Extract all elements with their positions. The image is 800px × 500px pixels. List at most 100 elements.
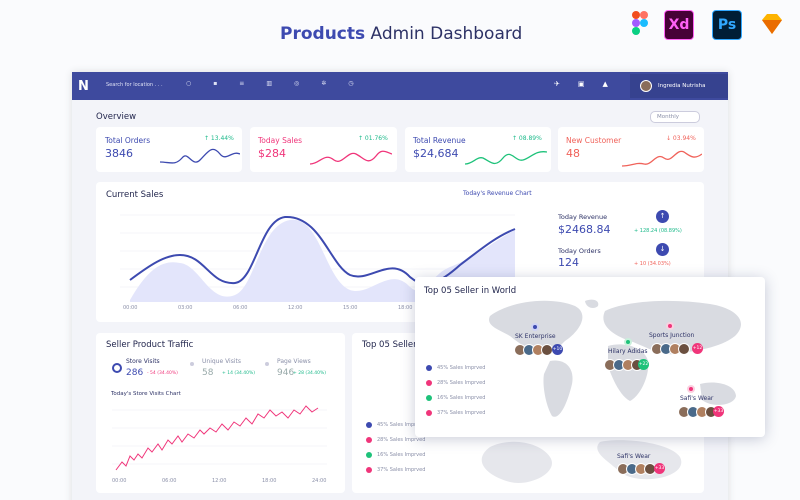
value: $2468.84	[558, 223, 611, 236]
dot	[190, 362, 194, 366]
btn[interactable]: ↑	[656, 210, 669, 223]
chart-title: Today's Store Visits Chart	[111, 391, 181, 397]
legend: 45% Sales Imprved	[437, 365, 486, 371]
label: Total Revenue	[413, 136, 466, 145]
path	[585, 299, 599, 309]
label: Total Orders	[105, 136, 151, 145]
link[interactable]: Today's Revenue Chart	[463, 190, 532, 197]
label: Page Views	[277, 358, 311, 365]
card	[96, 127, 242, 172]
value: $284	[258, 147, 286, 160]
name: Safi's Wear	[617, 453, 651, 460]
legend: 28% Sales Imprved	[437, 380, 486, 386]
area-chart	[120, 214, 516, 302]
title: Top 05 Seller	[362, 340, 417, 350]
x-labels: 00:00	[123, 305, 138, 311]
dot	[366, 422, 372, 428]
dot	[366, 467, 372, 473]
badge: +33	[654, 463, 665, 474]
change: + 128.24 (08.89%)	[634, 228, 682, 234]
x-labels: 12:00	[288, 305, 303, 311]
change: ↓ 03.94%	[666, 135, 696, 142]
circle	[640, 11, 648, 19]
dot	[426, 365, 432, 371]
x-labels: 06:00	[162, 478, 177, 484]
label: New Customer	[566, 136, 622, 145]
change: ↑ 08.89%	[512, 135, 542, 142]
figma-logo	[632, 11, 648, 35]
navbar	[72, 72, 728, 100]
name: Safi's Wear	[680, 395, 714, 402]
badge: +22	[638, 359, 649, 370]
path	[543, 360, 573, 417]
title-bold: Products	[280, 24, 366, 44]
circle	[632, 11, 640, 19]
title-rest: Admin Dashboard	[370, 24, 523, 44]
legend: 16% Sales Imprved	[437, 395, 486, 401]
btn[interactable]: ↓	[656, 243, 669, 256]
circle	[632, 19, 640, 27]
logo: N	[78, 79, 89, 94]
ico	[758, 10, 786, 38]
path	[130, 219, 515, 302]
label: Unique Visits	[202, 358, 241, 365]
nav-actions: ✈▣▲	[554, 80, 626, 88]
legend: 16% Sales Imprved	[377, 452, 426, 458]
polygon	[762, 20, 782, 34]
dot	[366, 452, 372, 458]
title: Top 05 Seller in World	[424, 286, 517, 296]
title: Current Sales	[106, 190, 164, 200]
card	[405, 127, 551, 172]
av	[640, 80, 652, 92]
path	[481, 440, 682, 483]
change: ↑ 13.44%	[204, 135, 234, 142]
av	[678, 343, 690, 355]
name: SK Enterprise	[515, 333, 556, 340]
path	[310, 150, 392, 165]
sparkline	[310, 150, 392, 165]
path	[622, 150, 702, 167]
ico: Xd	[664, 10, 694, 40]
path	[608, 344, 649, 401]
overview-title: Overview	[96, 112, 137, 122]
search: Search for location . . .	[106, 82, 163, 88]
path	[160, 148, 240, 164]
value: $24,684	[413, 147, 459, 160]
user-name: Ingredia Nutrisha	[658, 83, 706, 89]
filter[interactable]: Monthly	[650, 111, 700, 123]
x-labels: 03:00	[178, 305, 193, 311]
x-labels: 06:00	[233, 305, 248, 311]
legend: 37% Sales Imprved	[377, 467, 426, 473]
legend: 37% Sales Imprved	[437, 410, 486, 416]
badge: +12	[692, 343, 703, 354]
line-chart	[112, 405, 327, 471]
dot	[265, 362, 269, 366]
dot	[666, 322, 674, 330]
x-labels: 18:00	[398, 305, 413, 311]
dot	[531, 323, 539, 331]
ico	[626, 10, 654, 38]
name: Sports Junction	[649, 332, 695, 339]
dot	[426, 380, 432, 386]
card	[96, 333, 345, 493]
card	[250, 127, 397, 172]
value: 286	[126, 368, 144, 378]
value: 58	[202, 368, 214, 378]
sparkline	[465, 151, 547, 165]
dot	[426, 395, 432, 401]
label: Today Revenue	[558, 213, 608, 221]
title: Products Admin Dashboard	[280, 24, 522, 44]
legend: 45% Sales Imprved	[377, 422, 426, 428]
value: 3846	[105, 147, 133, 160]
map-bg	[481, 440, 682, 483]
x-labels: 00:00	[112, 478, 127, 484]
change: + 14 (34.40%)	[222, 371, 256, 376]
x-labels: 12:00	[212, 478, 227, 484]
path	[700, 382, 736, 405]
circle	[640, 19, 648, 27]
label: Today Orders	[558, 247, 601, 255]
x-labels: 15:00	[343, 305, 358, 311]
change: + 28 (34.40%)	[293, 371, 327, 376]
label: Today Sales	[258, 136, 303, 145]
